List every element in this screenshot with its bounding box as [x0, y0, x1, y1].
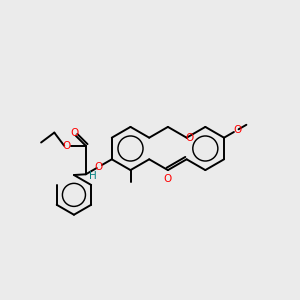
Text: O: O: [70, 128, 78, 138]
Text: H: H: [89, 171, 97, 181]
Text: O: O: [95, 162, 103, 172]
Text: O: O: [164, 173, 172, 184]
Text: O: O: [63, 141, 71, 151]
Text: O: O: [233, 125, 242, 135]
Text: O: O: [185, 133, 193, 143]
